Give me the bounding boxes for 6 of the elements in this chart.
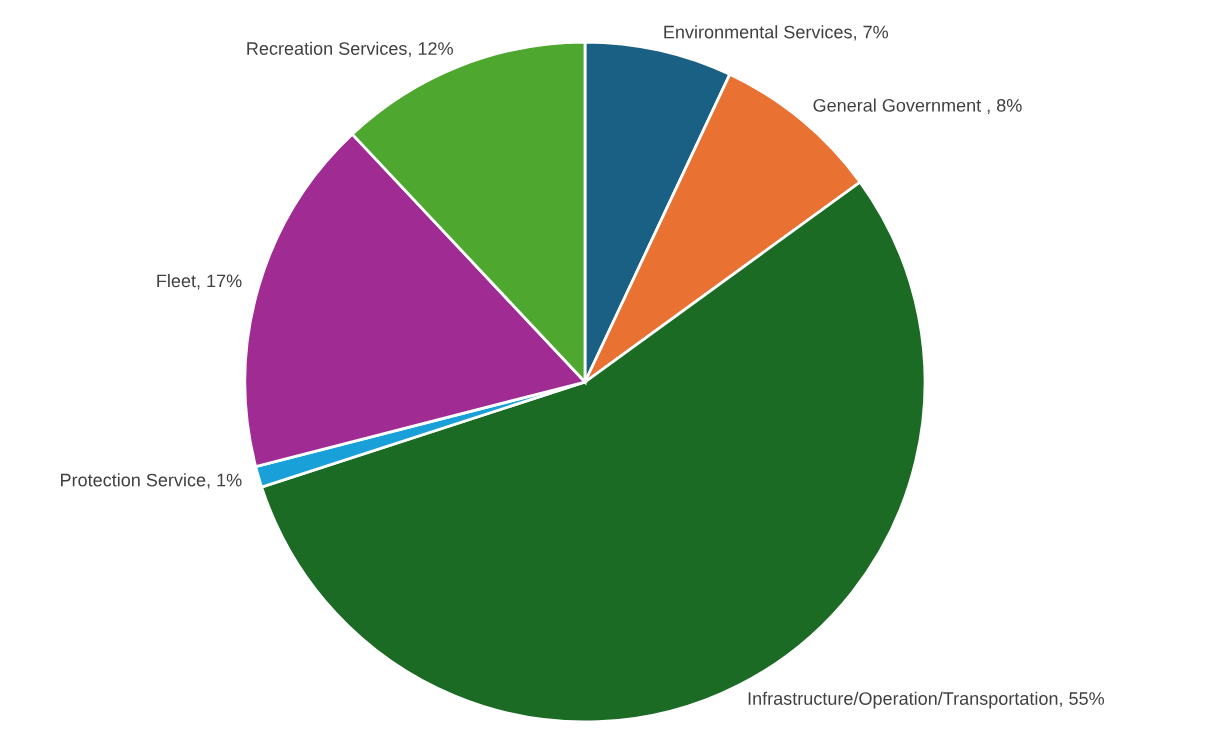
slice-label: Infrastructure/Operation/Transportation, 55% (748, 691, 1105, 709)
slice-label: Environmental Services, 7% (664, 25, 889, 41)
slice-label: Protection Service, 1% (61, 473, 242, 489)
slice-label: General Government , 8% (813, 98, 1022, 114)
slice-label: Recreation Services, 12% (247, 41, 453, 58)
slice-label: Fleet, 17% (157, 273, 242, 290)
